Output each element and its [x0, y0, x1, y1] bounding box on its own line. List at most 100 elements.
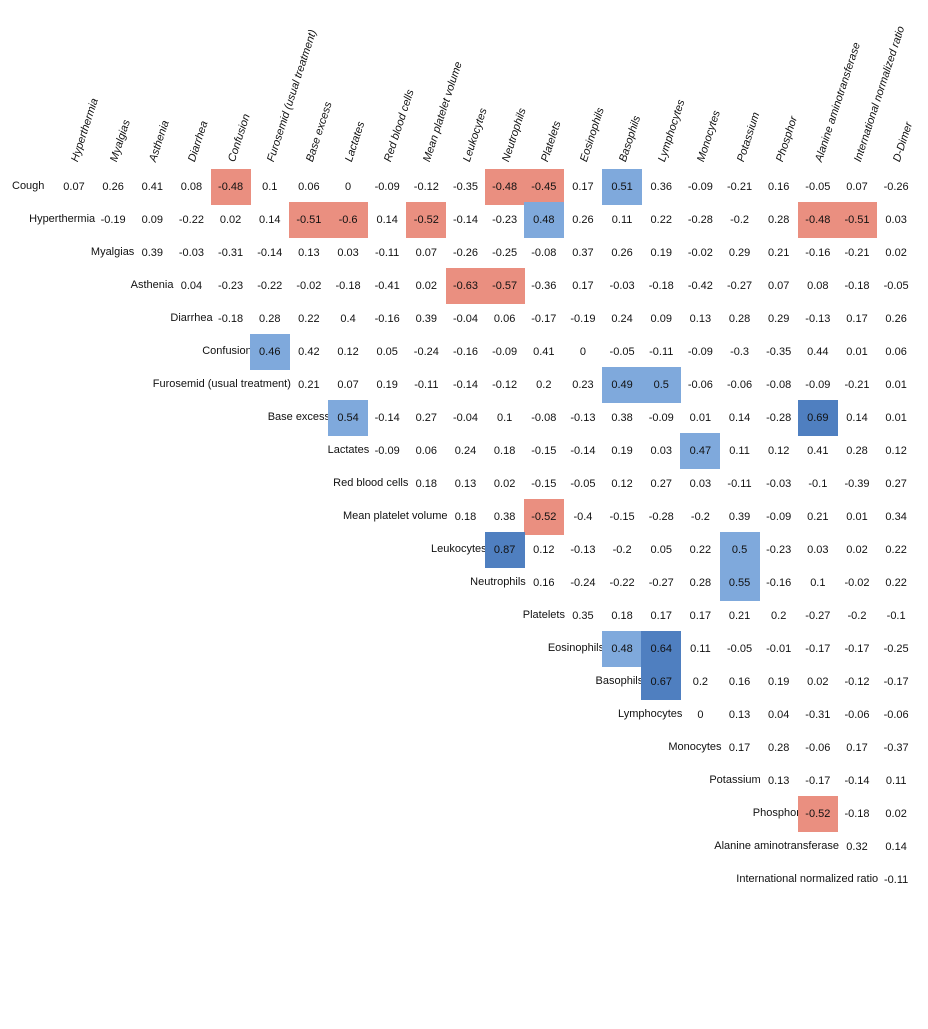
heatmap-cell: 0	[344, 180, 352, 193]
heatmap-cell: -0.16	[452, 345, 479, 358]
heatmap-cell: -0.05	[805, 180, 831, 193]
heatmap-cell: 0.17	[572, 180, 594, 193]
heatmap-cell: 0.14	[376, 213, 398, 226]
heatmap-cell: -0.11	[727, 477, 752, 490]
heatmap-cell: 0.47	[680, 433, 721, 469]
heatmap-cell: 0.16	[533, 576, 555, 589]
heatmap-cell: -0.11	[649, 345, 674, 358]
heatmap-cell: -0.16	[374, 312, 400, 325]
heatmap-cell: -0.14	[452, 213, 479, 226]
row-label: Mean platelet volume	[342, 510, 448, 522]
heatmap-cell: -0.14	[257, 246, 283, 259]
column-label: Base excess	[303, 100, 335, 164]
row-label: International normalized ratio	[736, 873, 879, 885]
heatmap-cell: 0.14	[728, 411, 751, 424]
heatmap-cell: 0.17	[728, 741, 751, 754]
heatmap-cell: -0.14	[570, 444, 596, 457]
heatmap-cell: -0.04	[452, 312, 479, 325]
heatmap-cell: 0.28	[728, 312, 751, 325]
heatmap-cell: -0.14	[844, 774, 870, 787]
heatmap-cell: 0.26	[885, 312, 907, 325]
heatmap-cell: -0.3	[730, 345, 750, 358]
heatmap-cell: 0.26	[102, 180, 124, 193]
heatmap-cell: -0.06	[883, 708, 909, 721]
heatmap-cell: -0.18	[335, 279, 361, 292]
heatmap-cell: 0.19	[611, 444, 633, 457]
row-label: Phosphor	[752, 807, 800, 819]
heatmap-cell: 0.02	[885, 246, 907, 259]
heatmap-cell: -0.17	[531, 312, 557, 325]
heatmap-cell: 0.28	[846, 444, 868, 457]
heatmap-cell: -0.12	[492, 378, 518, 391]
heatmap-cell: -0.22	[257, 279, 283, 292]
heatmap-cell: -0.17	[805, 642, 831, 655]
heatmap-cell: 0.07	[337, 378, 359, 391]
heatmap-cell: -0.09	[687, 180, 713, 193]
row-label: Red blood cells	[333, 477, 409, 489]
heatmap-cell: 0.01	[846, 345, 868, 358]
heatmap-cell: 0.41	[141, 180, 163, 193]
heatmap-cell: 0.37	[572, 246, 594, 259]
heatmap-cell: -0.21	[727, 180, 753, 193]
heatmap-cell: 0.03	[337, 246, 359, 259]
heatmap-cell: -0.12	[844, 675, 870, 688]
heatmap-cell: -0.51	[837, 202, 877, 238]
heatmap-cell: 0.22	[885, 543, 907, 556]
heatmap-cell: 0.38	[611, 411, 633, 424]
column-label: Phosphor	[773, 114, 800, 164]
heatmap-cell: -0.35	[766, 345, 792, 358]
heatmap-cell: 0.06	[298, 180, 320, 193]
heatmap-cell: 0.35	[572, 609, 594, 622]
row-label: Furosemid (usual treatment)	[152, 378, 291, 390]
heatmap-cell: 0.42	[298, 345, 320, 358]
heatmap-cell: 0.18	[493, 444, 516, 457]
heatmap-cell: 0.54	[328, 400, 369, 436]
heatmap-cell: 0.28	[767, 741, 790, 754]
heatmap-cell: -0.15	[531, 444, 557, 457]
heatmap-cell: 0.29	[728, 246, 751, 259]
heatmap-cell: -0.17	[844, 642, 870, 655]
heatmap-cell: -0.28	[648, 510, 674, 523]
heatmap-cell: 0.48	[523, 202, 564, 238]
heatmap-cell: -0.11	[375, 246, 400, 259]
heatmap-cell: -0.16	[805, 246, 831, 259]
heatmap-cell: 0.14	[259, 213, 281, 226]
heatmap-cell: -0.2	[730, 213, 750, 226]
heatmap-cell: 0.22	[885, 576, 907, 589]
heatmap-cell: 0.2	[771, 609, 787, 622]
heatmap-cell: 0.4	[340, 312, 356, 325]
heatmap-cell: -0.31	[805, 708, 831, 721]
column-label: Asthenia	[147, 118, 172, 164]
heatmap-cell: 0.22	[689, 543, 712, 556]
heatmap-cell: -0.24	[570, 576, 596, 589]
heatmap-cell: 0.48	[602, 631, 643, 667]
column-label: Monocytes	[695, 109, 724, 164]
heatmap-cell: 0.1	[810, 576, 826, 589]
heatmap-cell: -0.42	[687, 279, 713, 292]
column-label: Basophils	[617, 114, 644, 164]
heatmap-cell: -0.06	[805, 741, 831, 754]
heatmap-cell: -0.21	[844, 246, 870, 259]
column-label: Myalgias	[108, 118, 134, 164]
heatmap-cell: 0.06	[493, 312, 516, 325]
heatmap-cell: 0.67	[641, 664, 682, 700]
heatmap-cell: -0.13	[805, 312, 831, 325]
heatmap-cell: 0	[579, 345, 586, 358]
heatmap-cell: 0.27	[415, 411, 438, 424]
heatmap-cell: -0.08	[766, 378, 792, 391]
heatmap-cell: -0.24	[413, 345, 439, 358]
heatmap-cell: 0.09	[141, 213, 163, 226]
heatmap-cell: 0.02	[493, 477, 516, 490]
heatmap-cell: -0.09	[805, 378, 831, 391]
heatmap-cell: 0.49	[602, 367, 643, 403]
column-label: Potassium	[734, 110, 762, 164]
heatmap-cell: -0.23	[766, 543, 792, 556]
heatmap-cell: 0.06	[885, 345, 907, 358]
heatmap-cell: -0.13	[570, 543, 596, 556]
row-label: Cough	[12, 180, 45, 192]
heatmap-cell: -0.03	[766, 477, 792, 490]
heatmap-cell: 0.1	[262, 180, 278, 193]
heatmap-cell: 0.44	[807, 345, 829, 358]
heatmap-cell: 0.02	[415, 279, 438, 292]
heatmap-cell: 0.12	[885, 444, 907, 457]
